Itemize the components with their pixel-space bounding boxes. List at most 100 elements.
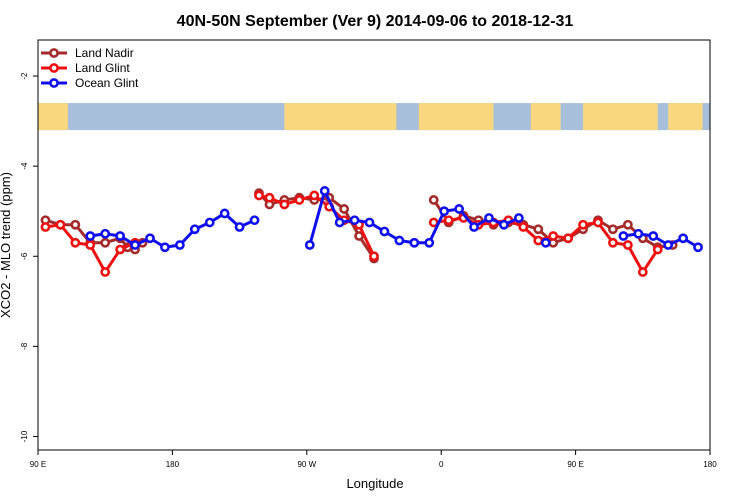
data-point (349, 215, 360, 226)
data-point (533, 224, 544, 235)
data-point (608, 237, 618, 248)
map-strip (38, 103, 710, 131)
data-point (608, 224, 618, 235)
data-point (70, 219, 81, 230)
data-point (354, 231, 364, 241)
plot-frame (37, 39, 711, 451)
map-land (38, 103, 68, 131)
map-land (284, 103, 397, 131)
legend-item: Ocean Glint (41, 76, 139, 90)
data-point (100, 267, 111, 277)
data-point (693, 242, 703, 253)
x-tick-label: 90 W (297, 460, 316, 469)
data-point (189, 224, 200, 235)
data-point (364, 217, 375, 228)
series-line (90, 211, 256, 249)
data-point (533, 235, 544, 246)
data-point (264, 192, 275, 203)
y-axis: -2 -4 -6 -8 -10 (20, 72, 38, 442)
data-point (439, 206, 450, 217)
legend-label: Ocean Glint (75, 76, 139, 90)
data-point (618, 231, 629, 241)
data-point (428, 195, 439, 205)
data-point (319, 186, 330, 196)
data-point (279, 199, 290, 210)
data-point (394, 235, 405, 246)
data-point (70, 237, 81, 248)
x-tick-label: 0 (439, 460, 444, 469)
data-point (160, 242, 170, 253)
y-tick-label: -6 (20, 252, 29, 260)
data-point (443, 215, 454, 226)
legend-item: Land Glint (41, 61, 130, 75)
data-point (518, 222, 529, 232)
x-axis: 90 E 180 90 W 0 90 E 180 (30, 450, 717, 469)
data-point (85, 240, 96, 250)
data-point (379, 226, 390, 237)
legend-marker (49, 48, 59, 58)
data-point (100, 237, 111, 248)
legend-label: Land Nadir (75, 46, 134, 60)
x-tick-label: 180 (703, 460, 717, 469)
data-point (499, 219, 509, 230)
map-land (530, 103, 561, 131)
x-axis-label: Longitude (346, 476, 403, 491)
data-point (637, 267, 648, 277)
data-point (622, 219, 633, 230)
data-point (369, 251, 379, 262)
data-point (678, 233, 689, 244)
data-point (339, 204, 350, 214)
legend-marker (49, 63, 59, 73)
data-point (234, 222, 245, 232)
x-tick-label: 180 (166, 460, 180, 469)
data-point (469, 222, 479, 232)
data-point (100, 228, 111, 239)
map-land (668, 103, 703, 131)
y-tick-label: -4 (20, 162, 29, 170)
data-point (219, 208, 230, 219)
data-point (622, 240, 633, 250)
data-point (513, 213, 524, 223)
data-point (663, 240, 674, 250)
data-point (115, 231, 126, 241)
data-point (55, 219, 66, 230)
data-point (204, 217, 215, 228)
data-point (424, 237, 435, 248)
y-tick-label: -10 (20, 430, 29, 442)
data-point (85, 231, 96, 241)
chart-title: 40N-50N September (Ver 9) 2014-09-06 to … (177, 13, 574, 30)
x-tick-label: 90 E (567, 460, 583, 469)
data-point (563, 233, 574, 244)
data-point (484, 213, 494, 223)
data-point (548, 231, 559, 241)
data-point (304, 240, 315, 250)
legend-marker (49, 78, 59, 88)
y-tick-label: -8 (20, 342, 29, 350)
legend-label: Land Glint (75, 61, 130, 75)
data-point (130, 240, 140, 250)
data-point (249, 215, 260, 226)
data-point (254, 190, 264, 201)
y-tick-label: -2 (20, 72, 29, 80)
y-axis-label: XCO2 - MLO trend (ppm) (0, 172, 13, 318)
data-point (174, 240, 185, 250)
map-land (418, 103, 494, 131)
series-ocean-glint (85, 186, 703, 253)
data-point (409, 237, 420, 248)
series-layer (40, 186, 703, 277)
data-point (652, 244, 663, 255)
data-point (633, 228, 644, 239)
data-point (593, 217, 603, 228)
data-point (145, 233, 155, 244)
data-point (309, 190, 320, 201)
data-point (40, 222, 51, 232)
data-point (115, 244, 126, 255)
data-point (540, 237, 551, 248)
series-land-glint (40, 190, 663, 277)
data-point (648, 231, 659, 241)
data-point (454, 204, 465, 214)
data-point (294, 195, 305, 205)
data-point (334, 217, 345, 228)
